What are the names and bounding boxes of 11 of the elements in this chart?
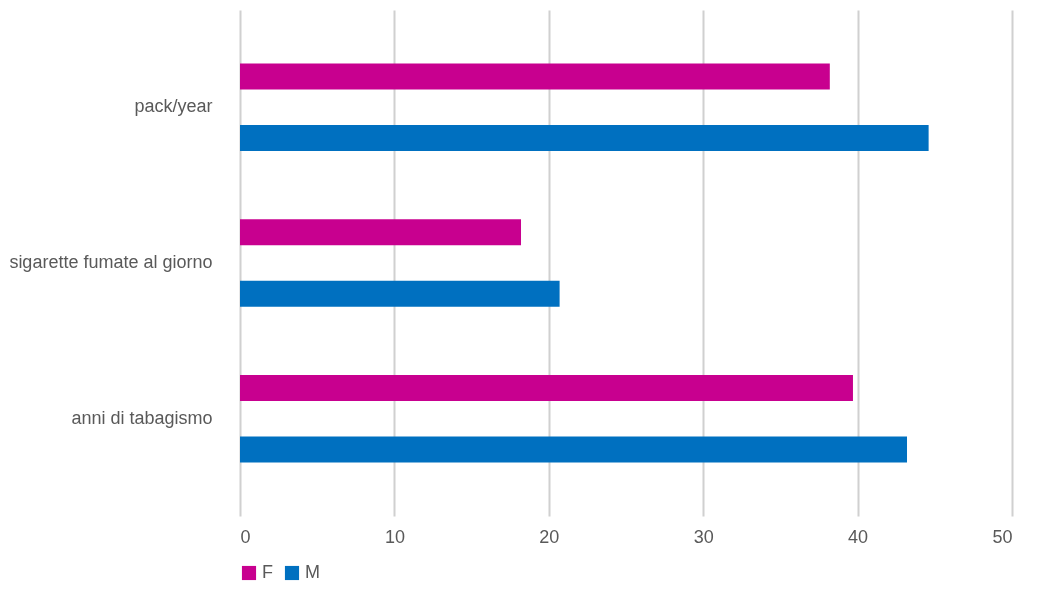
x-tick-label: 40 (848, 526, 869, 547)
y-tick-label: anni di tabagismo (71, 407, 213, 428)
legend-label: M (305, 562, 320, 582)
x-tick-label: 10 (384, 526, 405, 547)
x-tick-label: 30 (693, 526, 714, 547)
y-tick-label: sigarette fumate al giorno (9, 252, 213, 272)
x-tick-label: 20 (539, 526, 560, 547)
x-tick-label: 50 (992, 526, 1013, 547)
y-tick-label: pack/year (134, 96, 213, 117)
legend-label: F (262, 562, 273, 582)
x-tick-label: 0 (240, 526, 251, 547)
